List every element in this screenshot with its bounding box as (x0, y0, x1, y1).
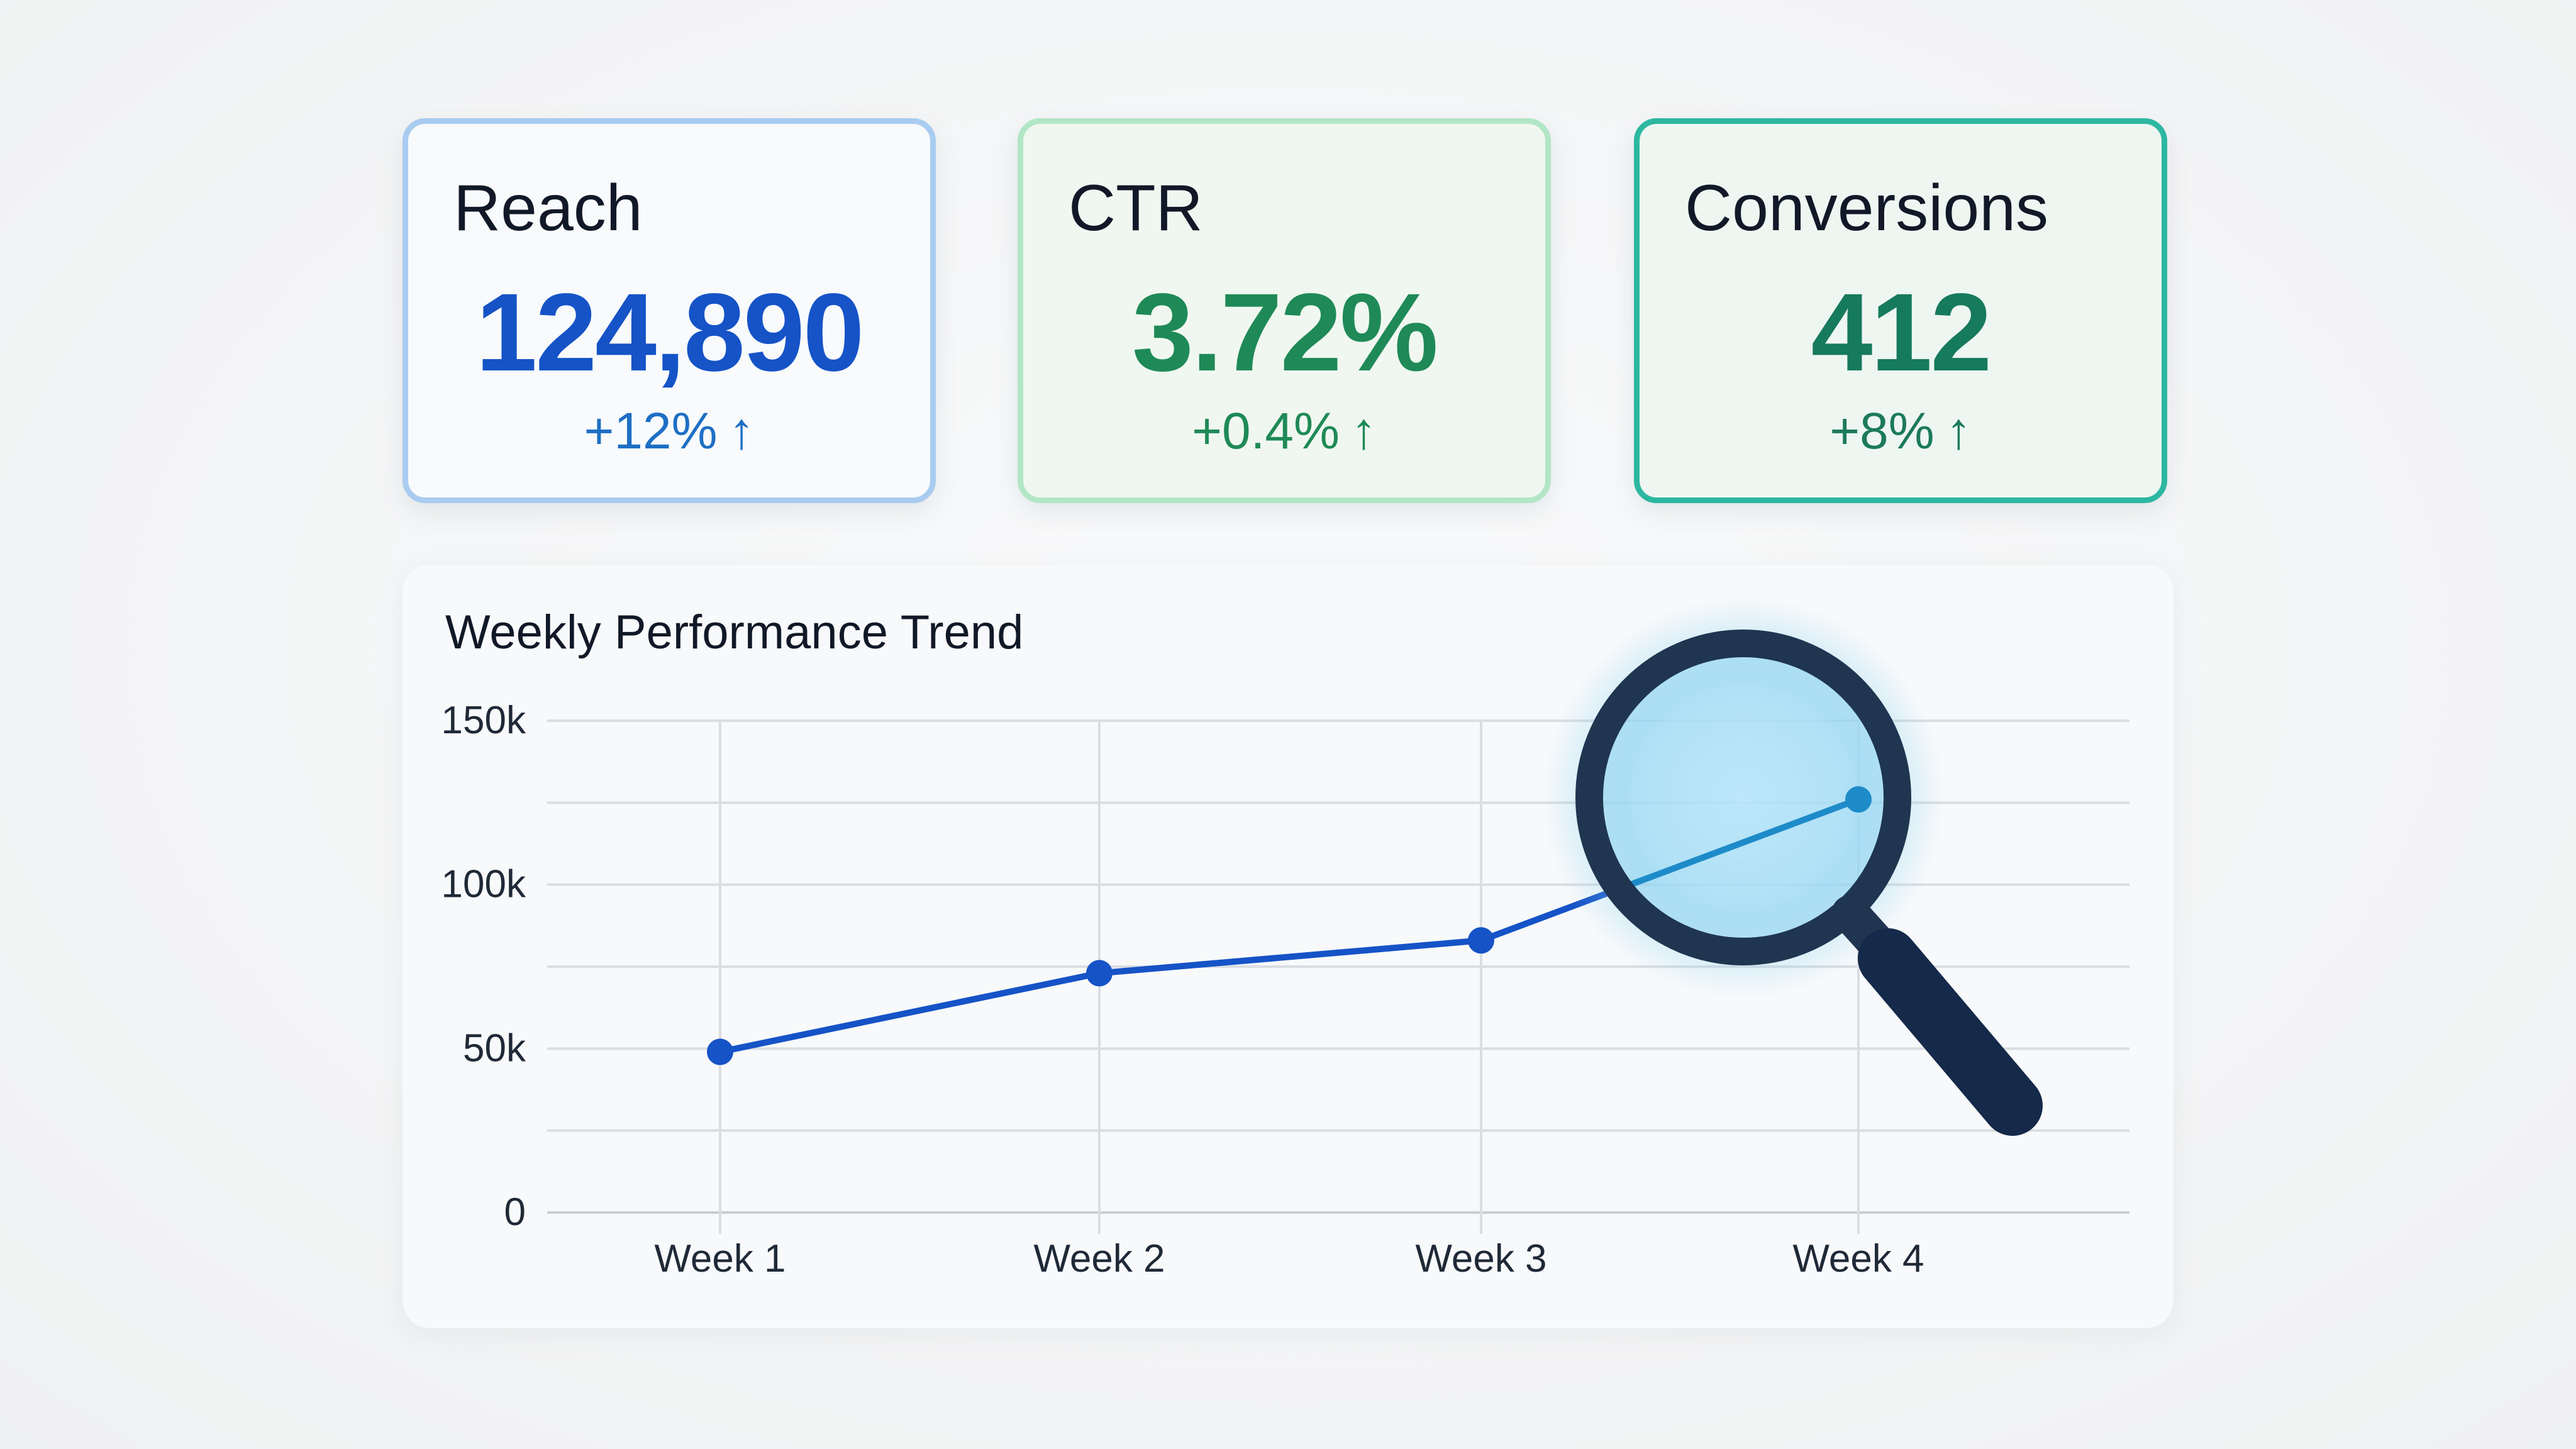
kpi-title: Reach (453, 172, 643, 245)
kpi-card-conversions[interactable]: Conversions 412 +8% ↑ (1634, 118, 2167, 503)
data-point (707, 1038, 733, 1065)
kpi-value: 124,890 (475, 271, 864, 394)
series-line-magnified (1596, 796, 1862, 944)
y-tick-label: 150k (441, 699, 526, 742)
x-tick-label: Week 3 (1415, 1237, 1546, 1280)
kpi-change-text: +0.4% (1192, 402, 1340, 460)
x-tick-label: Week 2 (1033, 1237, 1165, 1280)
kpi-card-reach[interactable]: Reach 124,890 +12% ↑ (402, 118, 936, 503)
kpi-card-ctr[interactable]: CTR 3.72% +0.4% ↑ (1018, 118, 1551, 503)
kpi-change: +8% ↑ (1640, 406, 2162, 457)
y-tick-label: 100k (441, 863, 526, 906)
x-tick-label: Week 4 (1792, 1237, 1924, 1280)
kpi-change: +12% ↑ (408, 406, 930, 457)
kpi-change-text: +12% (584, 402, 718, 460)
chart-title: Weekly Performance Trend (445, 606, 1024, 659)
kpi-title: CTR (1069, 172, 1203, 245)
data-point (1468, 927, 1494, 954)
magnifier-frame (1575, 630, 1911, 965)
x-tick-label: Week 1 (654, 1237, 786, 1280)
kpi-value: 412 (1811, 271, 1992, 394)
arrow-up-icon: ↑ (1350, 402, 1377, 460)
y-tick-label: 50k (463, 1026, 526, 1070)
magnifier-handle (1858, 928, 2043, 1136)
kpi-change: +0.4% ↑ (1023, 406, 1545, 457)
data-point (1086, 960, 1113, 987)
chart-panel: Weekly Performance Trend 0 50k 100k 150k Wee… (402, 565, 2174, 1328)
y-tick-label: 0 (504, 1191, 526, 1234)
arrow-up-icon: ↑ (1945, 402, 1972, 460)
arrow-up-icon: ↑ (728, 402, 755, 460)
kpi-value: 3.72% (1131, 271, 1438, 394)
kpi-change-text: +8% (1829, 402, 1935, 460)
data-point-magnified (1845, 786, 1872, 813)
line-chart[interactable]: 0 50k 100k 150k Week 1 Week 2 Week 3 Week 4 (402, 565, 2174, 1328)
kpi-title: Conversions (1685, 172, 2049, 245)
